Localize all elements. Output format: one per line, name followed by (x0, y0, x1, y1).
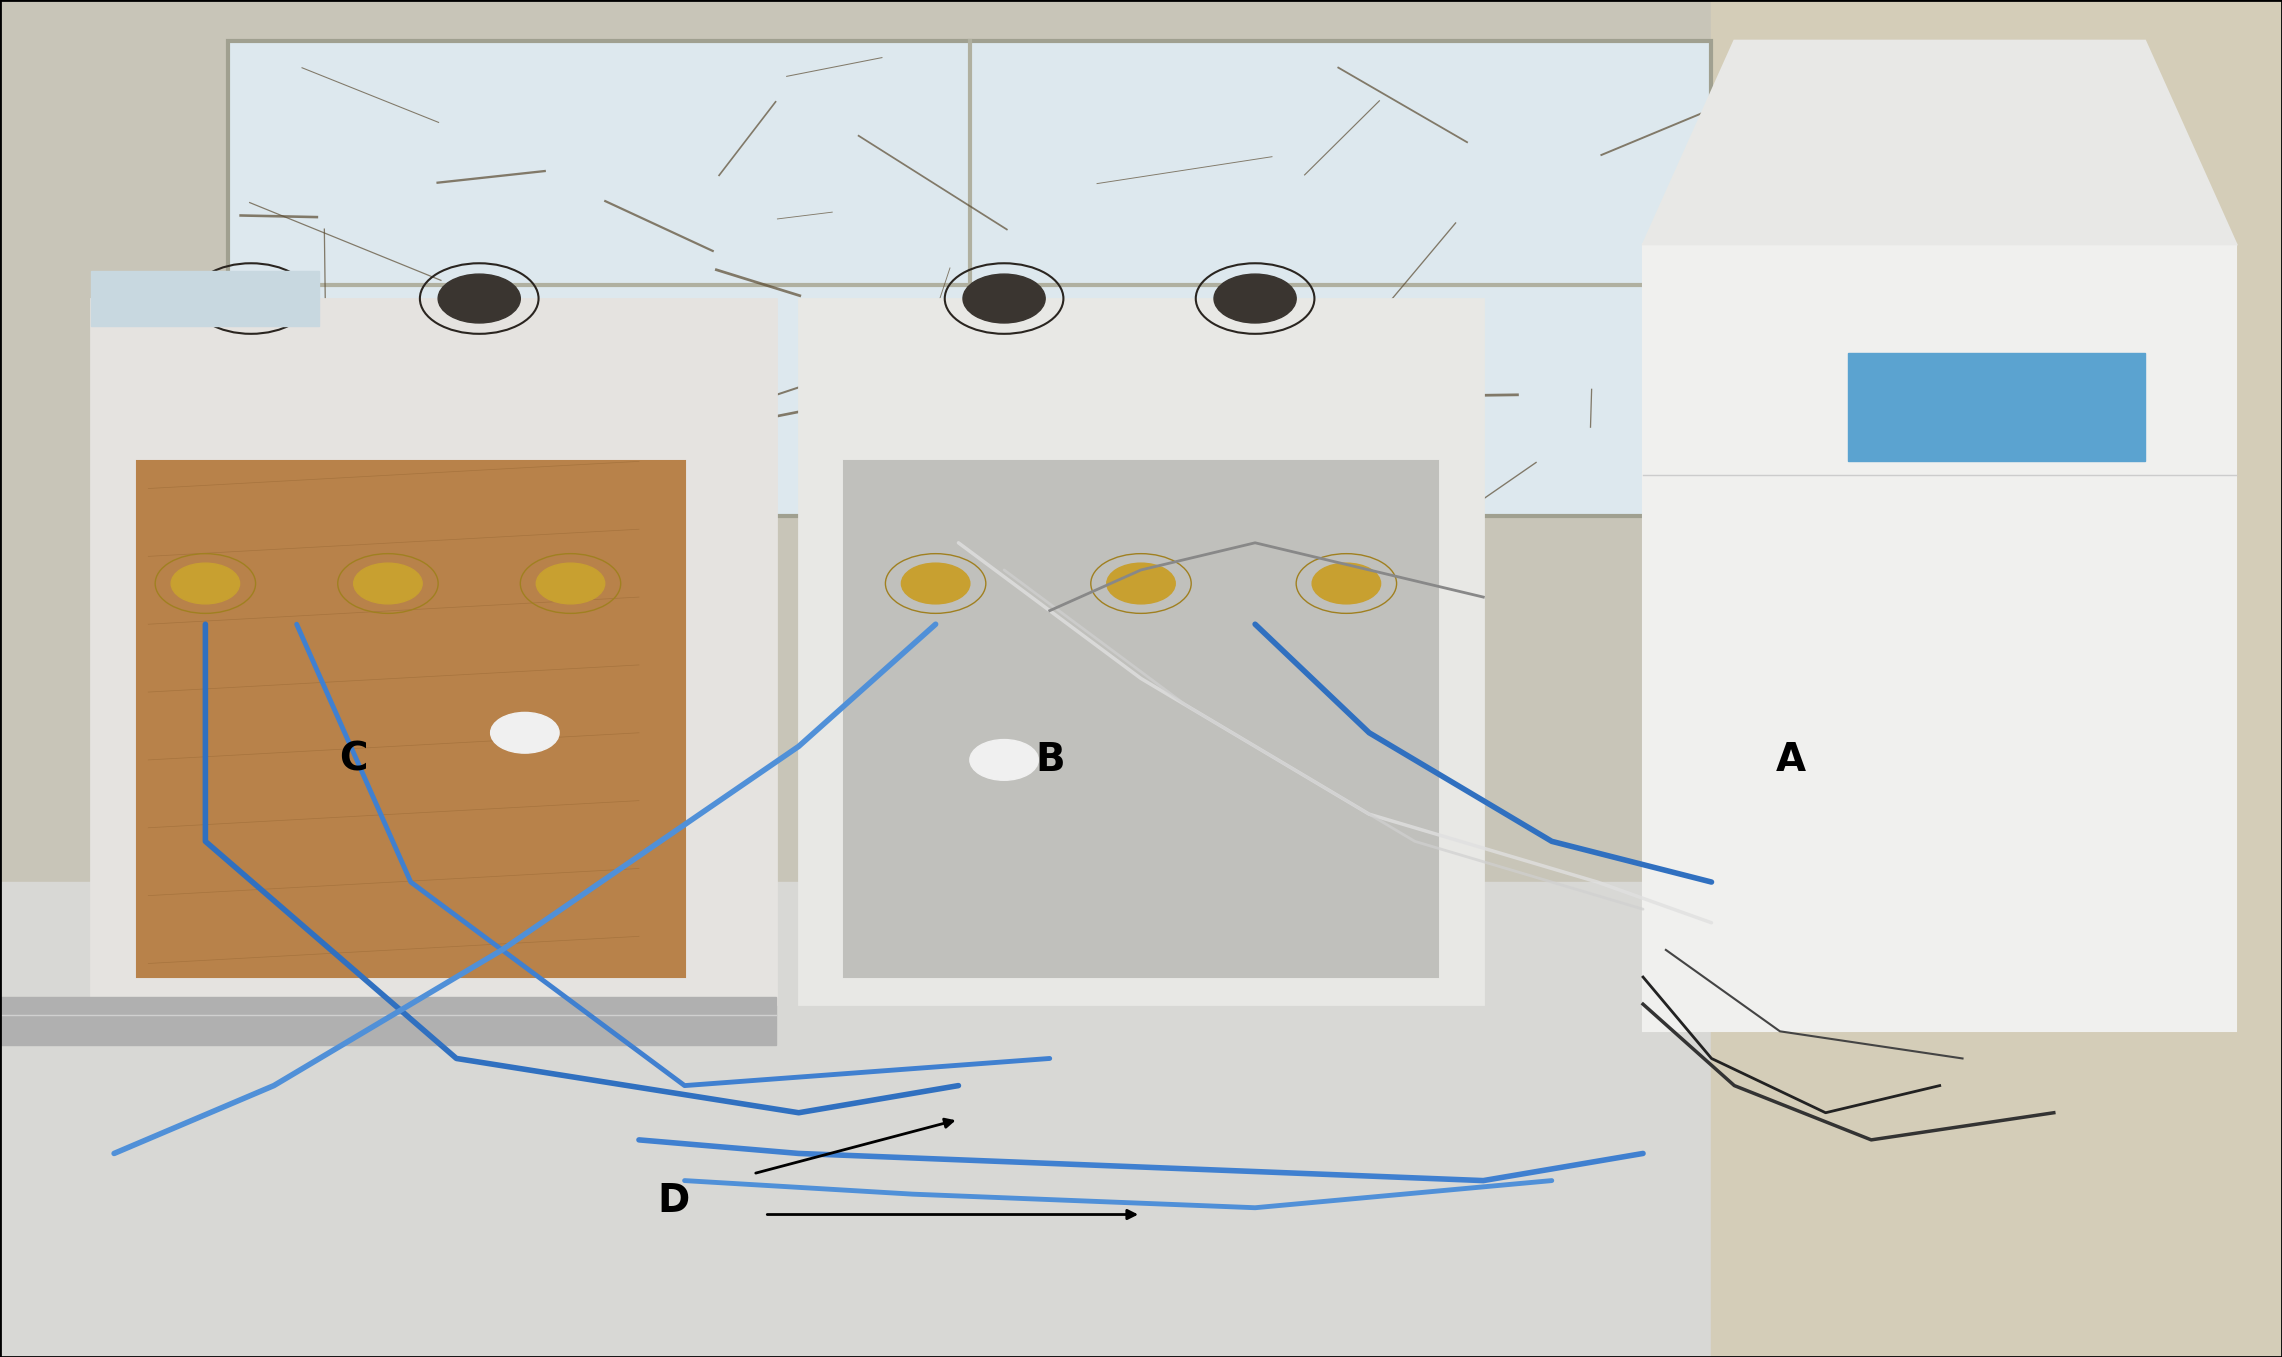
Circle shape (1214, 274, 1296, 323)
Bar (799, 299, 1483, 1004)
Bar (844, 461, 1438, 977)
Circle shape (970, 740, 1038, 780)
Circle shape (354, 563, 422, 604)
Circle shape (1312, 563, 1381, 604)
Bar (1712, 0, 2282, 1357)
Text: D: D (657, 1182, 689, 1220)
Circle shape (210, 274, 292, 323)
Circle shape (1107, 563, 1175, 604)
Text: A: A (1775, 741, 1807, 779)
Bar (1848, 353, 2145, 461)
Circle shape (901, 563, 970, 604)
Text: C: C (340, 741, 367, 779)
Circle shape (171, 563, 240, 604)
Polygon shape (1643, 41, 2236, 244)
Circle shape (963, 274, 1045, 323)
Bar (137, 461, 685, 977)
Circle shape (491, 712, 559, 753)
Bar (91, 271, 319, 326)
Circle shape (536, 563, 605, 604)
Text: B: B (1036, 741, 1063, 779)
Bar (1643, 244, 2236, 1031)
Bar (228, 41, 1712, 516)
Bar (0, 997, 776, 1045)
Bar (0, 882, 2282, 1357)
Bar (228, 41, 1712, 516)
Bar (91, 299, 776, 1004)
Circle shape (438, 274, 520, 323)
